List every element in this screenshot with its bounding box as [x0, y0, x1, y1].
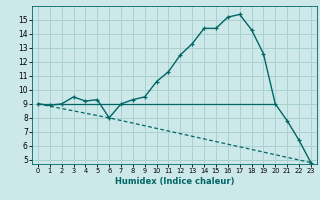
X-axis label: Humidex (Indice chaleur): Humidex (Indice chaleur) [115, 177, 234, 186]
